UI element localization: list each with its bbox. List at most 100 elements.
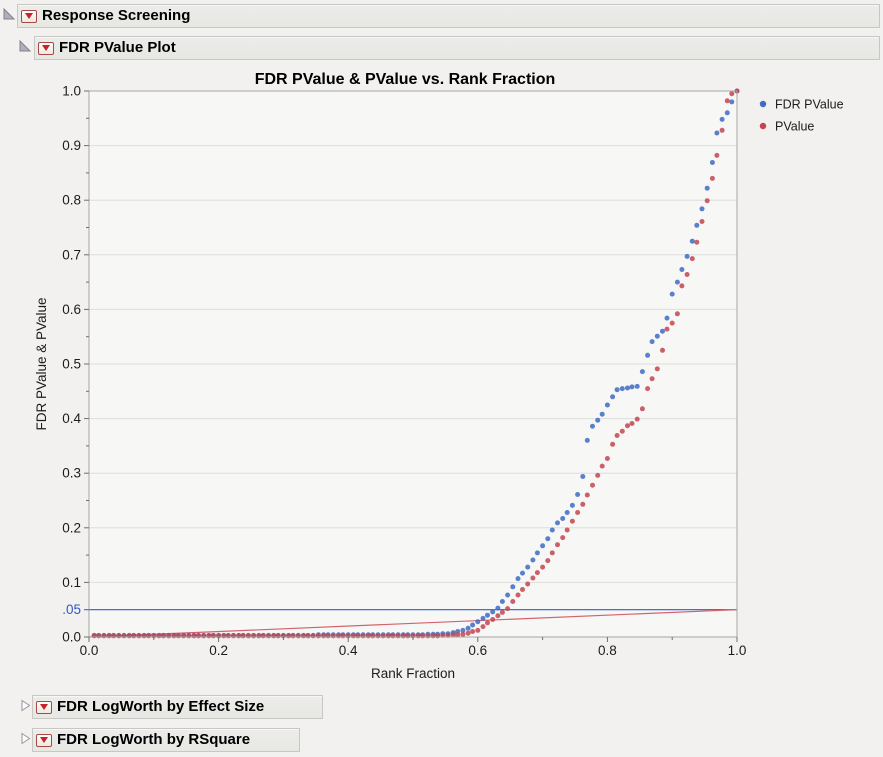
- outline-header-fdr-logworth-rsquare[interactable]: FDR LogWorth by RSquare: [32, 728, 300, 752]
- y-tick-label: 0.3: [62, 466, 81, 481]
- data-point: [649, 339, 655, 345]
- expanded-triangle-shape: [3, 7, 16, 20]
- data-point: [490, 609, 496, 615]
- data-point: [499, 609, 505, 615]
- data-point: [495, 613, 501, 619]
- data-point: [465, 630, 471, 636]
- y-tick-label: 0.4: [62, 411, 81, 426]
- data-point: [505, 592, 511, 598]
- data-point: [201, 633, 207, 639]
- y-tick-label: 0.5: [62, 357, 81, 372]
- data-point: [191, 633, 197, 639]
- legend-marker[interactable]: [759, 100, 767, 108]
- data-point: [510, 584, 516, 590]
- data-point: [664, 326, 670, 332]
- data-point: [166, 633, 172, 639]
- data-point: [540, 564, 546, 570]
- data-point: [575, 492, 581, 497]
- data-point: [639, 369, 645, 375]
- data-point: [480, 615, 486, 621]
- x-tick-label: 0.0: [80, 643, 99, 658]
- expand-triangle-icon[interactable]: [19, 699, 33, 713]
- data-point: [116, 633, 122, 639]
- data-point: [460, 631, 466, 637]
- red-triangle-menu-button[interactable]: [36, 733, 52, 747]
- collapse-triangle-icon[interactable]: [19, 38, 33, 52]
- y-tick-label: 0.1: [62, 575, 81, 590]
- data-point: [505, 606, 511, 612]
- data-point: [360, 633, 366, 639]
- data-point: [724, 98, 730, 104]
- data-point: [225, 633, 231, 639]
- data-point: [336, 633, 341, 639]
- data-point: [96, 633, 102, 639]
- expanded-triangle-shape: [19, 39, 32, 52]
- red-triangle-menu-button[interactable]: [38, 41, 54, 55]
- data-point: [634, 416, 640, 422]
- data-point: [245, 633, 251, 639]
- data-point: [121, 633, 127, 639]
- data-point: [660, 347, 665, 353]
- data-point: [460, 627, 466, 633]
- legend-label[interactable]: FDR PValue: [775, 98, 844, 112]
- data-point: [435, 633, 441, 639]
- fdr-pvalue-chart[interactable]: FDR PValue & PValue vs. Rank Fraction 0.…: [0, 60, 883, 694]
- outline-title: FDR LogWorth by Effect Size: [57, 698, 265, 715]
- data-point: [560, 516, 566, 521]
- data-point: [619, 428, 625, 434]
- data-point: [534, 570, 540, 576]
- data-point: [455, 632, 461, 638]
- data-point: [569, 502, 575, 508]
- data-point: [614, 387, 620, 393]
- x-tick-label: 0.6: [468, 643, 487, 658]
- data-point: [704, 185, 710, 191]
- red-triangle-icon: [40, 704, 48, 710]
- x-axis-title: Rank Fraction: [371, 666, 455, 681]
- data-point: [305, 633, 311, 639]
- data-point: [629, 384, 635, 390]
- data-point: [595, 472, 601, 478]
- data-point: [520, 587, 525, 592]
- data-point: [714, 152, 720, 158]
- data-point: [669, 291, 675, 297]
- data-point: [275, 633, 281, 639]
- data-point: [679, 267, 685, 272]
- data-point: [564, 527, 570, 533]
- diagonal-reference-line: [88, 609, 738, 638]
- data-point: [595, 417, 601, 423]
- data-point: [545, 558, 551, 564]
- data-point: [569, 518, 575, 524]
- data-point: [415, 633, 421, 639]
- outline-header-response-screening[interactable]: Response Screening: [17, 4, 880, 28]
- red-triangle-menu-button[interactable]: [36, 700, 52, 714]
- data-point: [645, 386, 651, 392]
- legend-label[interactable]: PValue: [775, 120, 814, 134]
- data-point: [684, 253, 690, 259]
- outline-title: Response Screening: [42, 7, 191, 24]
- data-point: [240, 633, 246, 639]
- data-point: [350, 633, 356, 639]
- data-point: [525, 581, 531, 587]
- data-point: [405, 633, 411, 639]
- data-point: [515, 592, 521, 598]
- data-point: [495, 605, 501, 611]
- legend: FDR PValue PValue: [759, 98, 844, 134]
- data-point: [325, 633, 331, 639]
- red-triangle-menu-button[interactable]: [21, 9, 37, 23]
- legend-marker[interactable]: [759, 122, 767, 130]
- data-point: [290, 633, 296, 639]
- data-point: [604, 402, 610, 408]
- data-point: [709, 160, 715, 165]
- data-point: [465, 625, 471, 631]
- outline-header-fdr-logworth-effect-size[interactable]: FDR LogWorth by Effect Size: [32, 695, 323, 719]
- outline-title: FDR LogWorth by RSquare: [57, 731, 251, 748]
- expand-triangle-icon[interactable]: [19, 732, 33, 746]
- data-point: [584, 492, 590, 498]
- data-point: [236, 633, 242, 639]
- data-point: [136, 633, 142, 639]
- y-tick-label: 0.6: [62, 302, 81, 317]
- data-point: [634, 383, 640, 389]
- data-point: [645, 352, 651, 358]
- collapse-triangle-icon[interactable]: [3, 6, 17, 20]
- outline-header-fdr-pvalue-plot[interactable]: FDR PValue Plot: [34, 36, 880, 60]
